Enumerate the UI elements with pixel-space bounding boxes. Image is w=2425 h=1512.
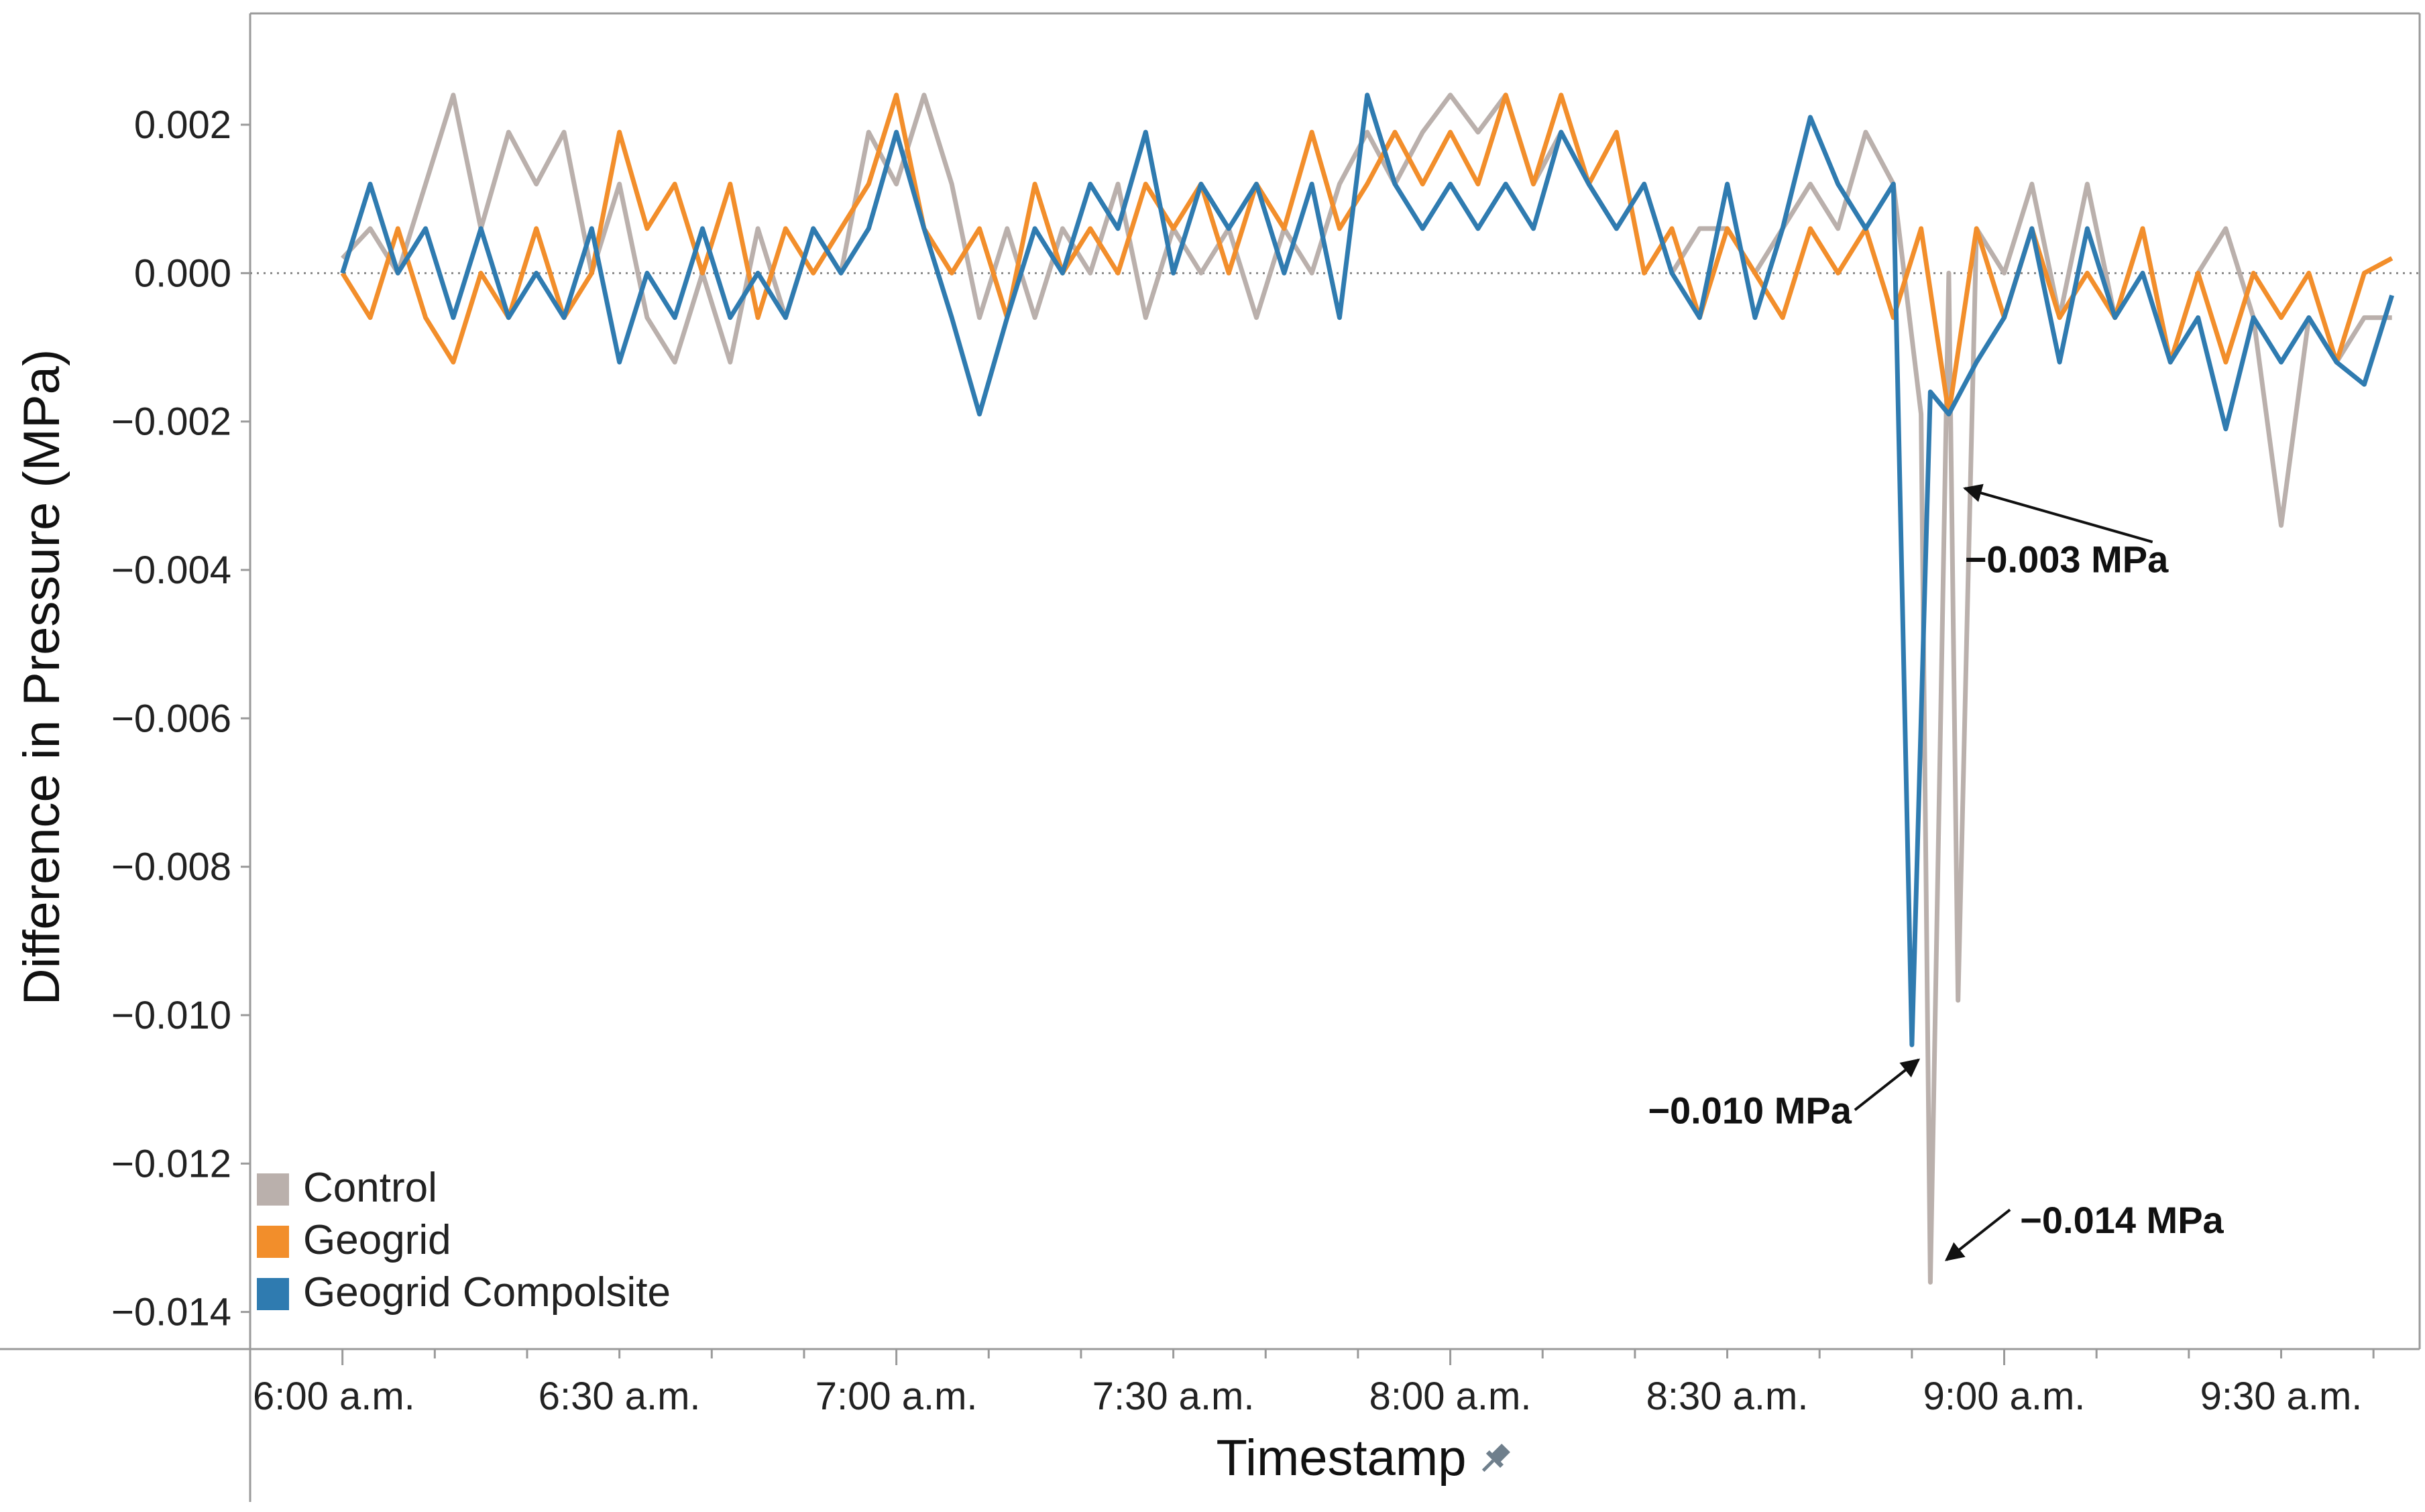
legend-item-geogrid[interactable]: Geogrid	[257, 1217, 451, 1263]
legend-label: Control	[303, 1165, 437, 1211]
series-line-geogrid-compolsite	[340, 93, 2395, 1047]
legend-label: Geogrid	[303, 1217, 451, 1263]
y-tick-label: −0.012	[111, 1142, 231, 1185]
annotation-label: −0.010 MPa	[1648, 1089, 1852, 1131]
y-tick-label: −0.004	[111, 548, 231, 592]
y-tick-label: −0.006	[111, 697, 231, 740]
legend-label: Geogrid Compolsite	[303, 1269, 671, 1316]
annotation-arrow	[1963, 483, 2153, 544]
legend-swatch	[257, 1226, 289, 1258]
plot-frame	[0, 12, 2421, 1502]
y-tick-label: 0.000	[134, 251, 231, 295]
legend: Control Geogrid Geogrid Compolsite	[257, 1165, 671, 1316]
y-tick-label: −0.008	[111, 846, 231, 889]
y-axis-title: Difference in Pressure (MPa)	[13, 349, 70, 1006]
series-lines	[340, 93, 2395, 1285]
x-axis: 6:00 a.m. 6:30 a.m. 7:00 a.m. 7:30 a.m. 8:00…	[253, 1349, 2375, 1418]
series-line-geogrid	[340, 93, 2393, 417]
y-axis: 0.002 0.000 −0.002 −0.004 −0.006 −0.008 −0.010…	[111, 103, 250, 1334]
legend-swatch	[257, 1278, 289, 1310]
y-tick-label: −0.002	[111, 400, 231, 444]
x-tick-label: 8:00 a.m.	[1369, 1375, 1532, 1418]
y-tick-label: 0.002	[134, 103, 231, 147]
annotation-arrow	[1944, 1208, 2011, 1261]
annotation-arrow	[1854, 1058, 1921, 1111]
x-tick-label: 7:00 a.m.	[815, 1375, 978, 1418]
x-tick-label: 8:30 a.m.	[1646, 1375, 1809, 1418]
y-tick-label: −0.014	[111, 1291, 231, 1334]
x-axis-title-group: Timestamp	[1216, 1430, 1513, 1487]
x-tick-label: 9:00 a.m.	[1923, 1375, 2086, 1418]
x-tick-label: 9:30 a.m.	[2200, 1375, 2363, 1418]
legend-swatch	[257, 1173, 289, 1206]
x-tick-label: 6:30 a.m.	[539, 1375, 701, 1418]
annotation-label: −0.014 MPa	[2020, 1199, 2224, 1241]
legend-item-geogrid-compolsite[interactable]: Geogrid Compolsite	[257, 1269, 671, 1316]
x-tick-label: 7:30 a.m.	[1092, 1375, 1255, 1418]
pin-icon[interactable]	[1476, 1441, 1513, 1478]
x-axis-title: Timestamp	[1216, 1430, 1466, 1487]
legend-item-control[interactable]: Control	[257, 1165, 437, 1211]
annotation-label: −0.003 MPa	[1965, 538, 2169, 580]
y-tick-label: −0.010	[111, 994, 231, 1037]
x-tick-label: 6:00 a.m.	[253, 1375, 415, 1418]
annotations: −0.003 MPa −0.010 MPa −0.014 MPa	[1648, 483, 2224, 1261]
